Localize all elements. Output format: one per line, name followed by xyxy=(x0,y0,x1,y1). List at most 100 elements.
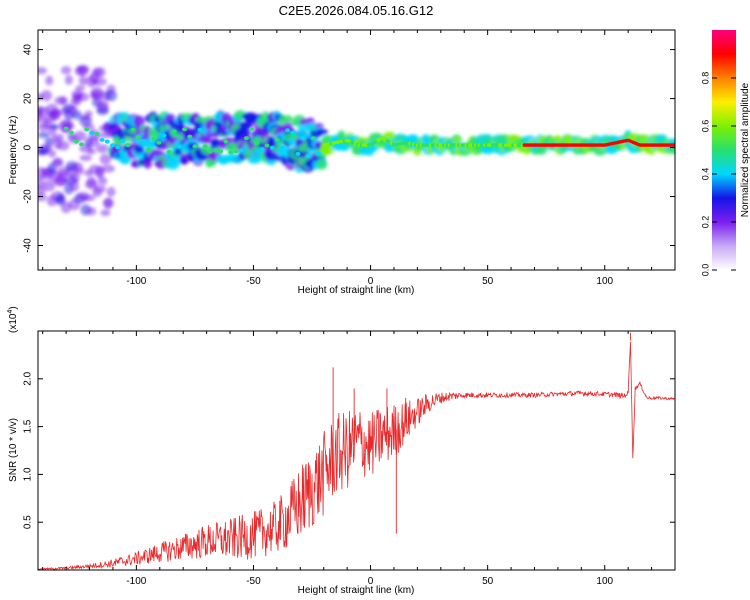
spectrogram-cell xyxy=(51,133,65,142)
snr-xtick-label: 100 xyxy=(596,576,613,587)
snr-spikes xyxy=(332,332,631,534)
spectrogram-cell xyxy=(49,109,60,120)
spectrogram-cell xyxy=(96,101,109,109)
spectrogram-hot-cell xyxy=(233,149,239,154)
spectrogram-cell xyxy=(95,167,105,179)
spectrogram-hot-cell xyxy=(238,148,244,153)
snr-ytick-label: 0.5 xyxy=(23,515,34,529)
spectrogram-hot-cell xyxy=(161,133,167,138)
spectrogram-ticks: -100 -50 0 50 100 -40 -20 0 20 40 xyxy=(23,30,676,287)
spectrogram-hot-cell xyxy=(140,138,146,143)
spectrogram-hot-cell xyxy=(207,149,213,154)
spectrogram-cell xyxy=(98,176,108,186)
colorbar-tick-label: 0.2 xyxy=(700,216,710,229)
spectrogram-cell xyxy=(58,96,68,106)
spectrogram-cell xyxy=(95,144,110,154)
spectrogram-cell xyxy=(119,156,131,165)
spectrogram-hot-cell xyxy=(89,130,95,135)
snr-ytick-label: 1.0 xyxy=(23,467,34,481)
spectrogram-hot-cell xyxy=(259,147,265,152)
spectrogram-cell xyxy=(283,115,293,123)
spectrogram-cell xyxy=(51,158,64,168)
spectrogram-hot-cell xyxy=(73,139,79,144)
colorbar-label: Normalized spectral amplitude xyxy=(740,82,750,217)
spectrogram-cell xyxy=(43,180,56,192)
spectrogram-hot-cell xyxy=(269,145,275,150)
spectrogram-hot-cell xyxy=(94,132,100,137)
spectrogram-cell xyxy=(69,180,80,192)
spectrogram-cell xyxy=(100,209,111,217)
spectrogram-cell xyxy=(174,147,183,157)
colorbar-tick-label: 0.6 xyxy=(700,120,710,133)
spectrogram-cell xyxy=(57,140,70,151)
spectrogram-hot-cell xyxy=(228,150,234,155)
spectrogram-hot-cell xyxy=(274,137,280,142)
spectrogram-hot-cell xyxy=(130,127,136,132)
snr-xtick-label: 50 xyxy=(482,576,494,587)
snr-xtick-label: -50 xyxy=(246,576,261,587)
spectrogram-hot-cell xyxy=(99,137,105,142)
snr-multiplier: (x104) xyxy=(7,306,19,333)
spectrogram-hot-cell xyxy=(187,134,193,139)
spectrogram-cell xyxy=(105,90,117,102)
snr-ticks: -100 -50 0 50 100 0.5 1.0 1.5 2.0 xyxy=(23,331,676,587)
spectrogram-cell xyxy=(49,123,60,130)
spectrogram-cell xyxy=(241,129,251,137)
spectrogram-cell xyxy=(84,110,93,118)
spectrogram-cell xyxy=(48,149,57,158)
snr-panel: -100 -50 0 50 100 0.5 1.0 1.5 2.0 Height of stra… xyxy=(7,306,676,596)
spectrogram-cell xyxy=(72,110,83,120)
spectrogram-hot-cell xyxy=(295,151,301,156)
spectrogram-hot-cell xyxy=(182,127,188,132)
spectrogram-hot-cell xyxy=(104,139,110,144)
snr-xtick-label: -100 xyxy=(126,576,146,587)
spectrogram-cell xyxy=(86,207,97,216)
figure-title: C2E5.2026.084.05.16.G12 xyxy=(279,3,434,18)
spectrogram-ytick-label: -20 xyxy=(23,189,34,204)
spectrogram-cell xyxy=(240,123,252,130)
snr-series-line xyxy=(38,341,675,570)
snr-ylabel: SNR (10 * v/v) xyxy=(8,418,19,482)
spectrogram-hot-cell xyxy=(84,127,90,132)
spectrogram-hot-cell xyxy=(197,127,203,132)
spectrogram-cell xyxy=(94,67,106,78)
spectrogram-hot-cell xyxy=(125,143,131,148)
spectrogram-cell xyxy=(315,128,329,135)
spectrogram-hot-cell xyxy=(166,149,172,154)
spectrogram-xtick-label: 100 xyxy=(596,276,613,287)
spectrogram-cell xyxy=(86,176,97,188)
colorbar-tick-label: 0.4 xyxy=(700,168,710,181)
spectrogram-cell xyxy=(76,65,89,73)
spectrogram-cell xyxy=(96,107,109,115)
spectrogram-hot-cell xyxy=(156,140,162,145)
spectrogram-cell xyxy=(106,186,116,197)
spectrogram-cell xyxy=(101,164,115,173)
spectrogram-cell xyxy=(82,194,96,202)
spectrogram-cell xyxy=(76,92,89,102)
spectrogram-cell xyxy=(38,67,48,75)
spectrogram-cell xyxy=(99,153,112,165)
spectrogram-ytick-label: 20 xyxy=(23,93,34,105)
spectrogram-ytick-label: 0 xyxy=(23,144,34,150)
spectrogram-xtick-label: 0 xyxy=(368,276,374,287)
spectrogram-cell xyxy=(93,185,107,193)
colorbar-bar xyxy=(712,30,736,270)
spectrogram-hot-cell xyxy=(316,151,322,156)
spectrogram-cell xyxy=(64,74,73,85)
spectrogram-cell xyxy=(38,193,48,202)
spectrogram-hot-cell xyxy=(305,154,311,159)
spectrogram-hot-cell xyxy=(109,143,115,148)
spectrogram-frame xyxy=(37,29,676,271)
spectrogram-cell xyxy=(133,115,145,128)
spectrogram-cell xyxy=(92,77,107,86)
spectrogram-cell xyxy=(40,90,53,102)
spectrogram-xtick-label: 50 xyxy=(482,276,494,287)
colorbar: 0.0 0.2 0.4 0.6 0.8 Normalized spectral ampl… xyxy=(700,30,750,276)
spectrogram-cell xyxy=(75,85,86,92)
spectrogram-hot-cell xyxy=(79,142,85,147)
spectrogram-cell xyxy=(45,75,54,86)
spectrogram-hot-cell xyxy=(254,141,260,146)
spectrogram-hot-cell xyxy=(68,130,74,135)
spectrogram-hot-cell xyxy=(249,126,255,131)
